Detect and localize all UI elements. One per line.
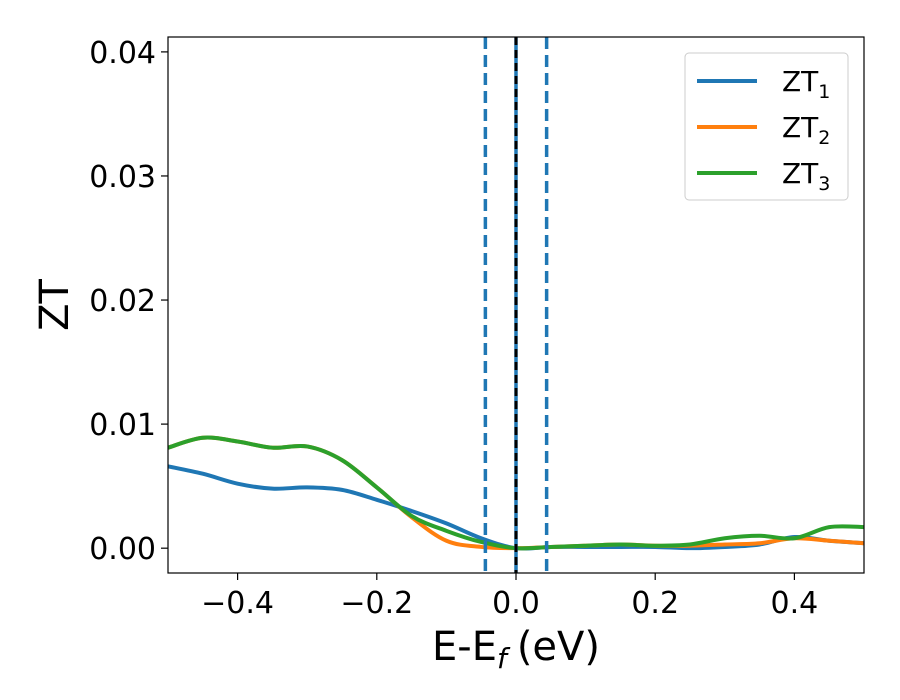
legend-label-zt3: ZT3 — [782, 157, 830, 195]
x-tick-label: 0.2 — [631, 586, 679, 621]
x-tick-label: 0.4 — [771, 586, 819, 621]
y-tick-label: 0.03 — [89, 160, 156, 195]
x-tick-label: −0.2 — [340, 586, 413, 621]
y-tick-label: 0.02 — [89, 284, 156, 319]
y-tick-label: 0.00 — [89, 532, 156, 567]
x-axis-ticks: −0.4 −0.2 0.0 0.2 0.4 — [201, 573, 818, 621]
x-axis-label-subscript: f — [497, 642, 511, 675]
legend: ZT1 ZT2 ZT3 — [684, 52, 849, 201]
x-tick-label: −0.4 — [201, 586, 274, 621]
legend-box — [684, 52, 849, 201]
y-axis-ticks: 0.00 0.01 0.02 0.03 0.04 — [89, 36, 168, 567]
fermi-level-lines — [483, 37, 549, 573]
x-axis-label-unit: (eV) — [517, 624, 600, 670]
y-tick-label: 0.01 — [89, 408, 156, 443]
legend-label-zt1: ZT1 — [782, 65, 830, 103]
x-axis-label-main: E-E — [432, 624, 497, 670]
y-axis-label: ZT — [32, 279, 78, 331]
legend-label-zt2: ZT2 — [782, 111, 830, 149]
x-tick-label: 0.0 — [492, 586, 540, 621]
x-axis-label: E-Ef (eV) — [432, 624, 600, 675]
y-tick-label: 0.04 — [89, 36, 156, 71]
